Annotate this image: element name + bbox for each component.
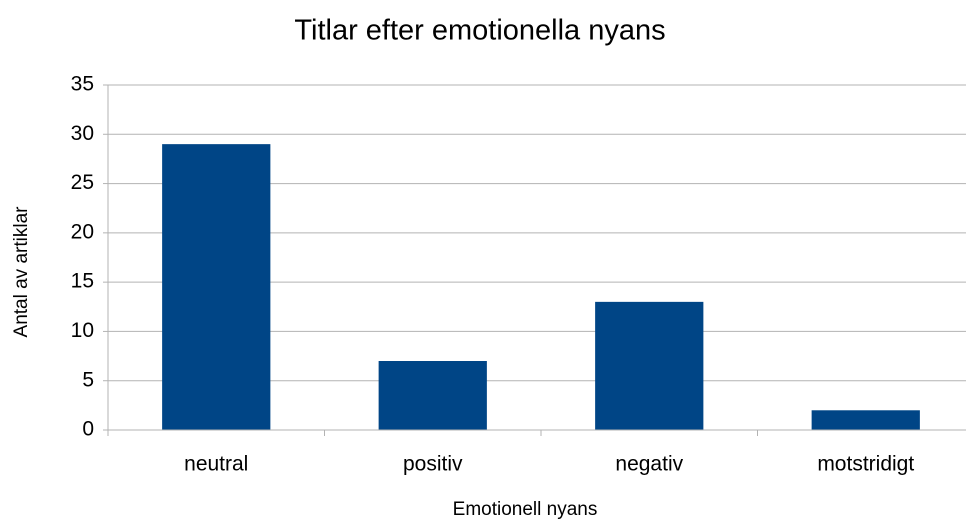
y-tick-label: 15 — [71, 270, 94, 293]
bar — [595, 301, 704, 430]
chart-title: Titlar efter emotionella nyans — [294, 15, 665, 47]
x-tick-label: motstridigt — [817, 453, 914, 476]
y-axis-title: Antal av artiklar — [11, 206, 32, 338]
x-tick-label: neutral — [184, 453, 248, 476]
y-tick-label: 25 — [71, 171, 94, 194]
y-tick-label: 30 — [71, 122, 94, 145]
bar — [378, 361, 487, 430]
x-tick-label: negativ — [615, 453, 683, 476]
y-tick-label: 35 — [71, 73, 94, 96]
bar — [162, 144, 271, 430]
x-axis-title: Emotionell nyans — [453, 499, 598, 520]
y-tick-label: 10 — [71, 319, 94, 342]
y-tick-label: 0 — [82, 418, 94, 441]
bar — [811, 410, 920, 430]
y-tick-label: 5 — [82, 368, 94, 391]
x-tick-label: positiv — [403, 453, 463, 476]
y-tick-label: 20 — [71, 220, 94, 243]
